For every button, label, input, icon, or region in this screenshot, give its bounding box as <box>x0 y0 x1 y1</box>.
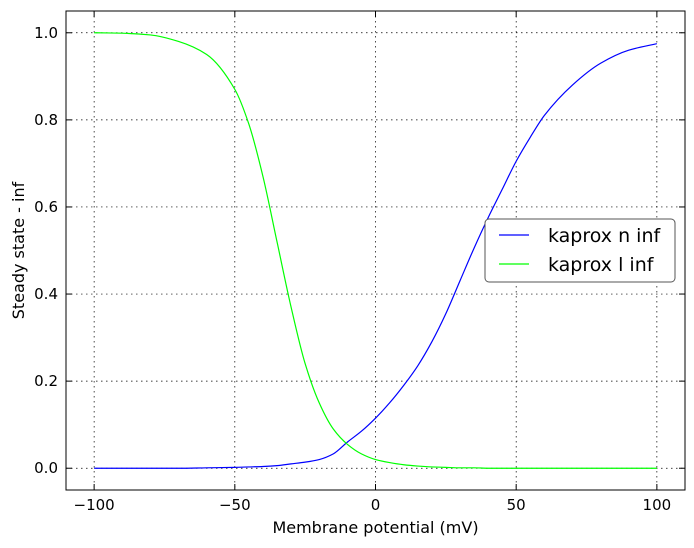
x-axis-label: Membrane potential (mV) <box>272 518 478 537</box>
series-lines <box>94 32 657 469</box>
legend: kaprox n inf kaprox l inf <box>484 218 676 283</box>
x-tick-label: 50 <box>507 496 526 514</box>
series-line-l-inf <box>94 32 657 469</box>
y-tick-label: 0.2 <box>34 372 58 390</box>
legend-label: kaprox n inf <box>548 225 661 247</box>
x-tick-label: 0 <box>371 496 381 514</box>
x-tick-label: 100 <box>643 496 672 514</box>
axis-ticks: −100 −50 0 50 100 0.0 0.2 0.4 0.6 0.8 1.0 <box>34 11 685 514</box>
y-tick-label: 0.4 <box>34 285 58 303</box>
legend-label: kaprox l inf <box>548 254 655 276</box>
y-axis-label: Steady state - inf <box>9 181 28 319</box>
y-tick-label: 1.0 <box>34 24 58 42</box>
y-tick-label: 0.6 <box>34 198 58 216</box>
legend-box <box>484 218 676 283</box>
x-tick-label: −100 <box>74 496 115 514</box>
y-tick-label: 0.8 <box>34 111 58 129</box>
y-tick-label: 0.0 <box>34 459 58 477</box>
series-line-n-inf <box>94 43 657 469</box>
x-tick-label: −50 <box>219 496 251 514</box>
